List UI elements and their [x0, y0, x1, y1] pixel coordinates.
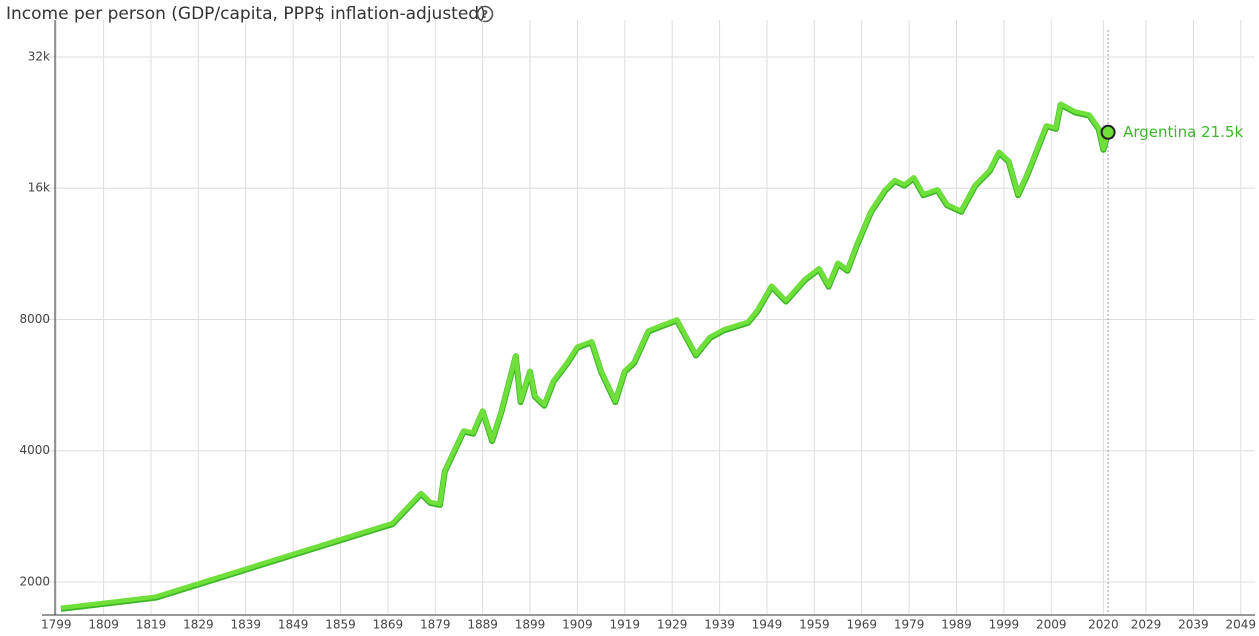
- line-label: Argentina 21.5k: [1123, 123, 1243, 141]
- x-tick-label: 2039: [1178, 618, 1209, 632]
- x-tick-label: 1879: [420, 618, 451, 632]
- x-tick-label: 1859: [325, 618, 356, 632]
- chart-title: Income per person (GDP/capita, PPP$ infl…: [6, 4, 486, 24]
- x-tick-label: 2009: [1036, 618, 1067, 632]
- x-tick-label: 1969: [846, 618, 877, 632]
- help-icon[interactable]: ?: [476, 5, 494, 23]
- data-line: [60, 101, 1111, 611]
- x-tick-label: 1939: [704, 618, 735, 632]
- x-tick-label: 2029: [1131, 618, 1162, 632]
- y-tick-label: 8000: [19, 312, 50, 326]
- x-tick-label: 1889: [467, 618, 498, 632]
- y-tick-label: 4000: [19, 443, 50, 457]
- y-tick-label: 32k: [28, 49, 50, 63]
- x-tick-label: 1959: [799, 618, 830, 632]
- x-tick-label: 1919: [610, 618, 641, 632]
- x-tick-label: 1909: [562, 618, 593, 632]
- x-tick-label: 1799: [41, 618, 72, 632]
- x-tick-label: 1929: [657, 618, 688, 632]
- x-tick-label: 2020: [1088, 618, 1119, 632]
- x-tick-label: 1989: [941, 618, 972, 632]
- x-tick-label: 2049: [1226, 618, 1257, 632]
- x-tick-label: 1849: [278, 618, 309, 632]
- x-tick-label: 1949: [752, 618, 783, 632]
- end-point: [1100, 124, 1116, 140]
- y-tick-label: 16k: [28, 181, 50, 195]
- x-tick-label: 1979: [894, 618, 925, 632]
- x-tick-label: 1809: [88, 618, 119, 632]
- x-tick-label: 1869: [373, 618, 404, 632]
- x-tick-label: 1829: [183, 618, 214, 632]
- x-tick-label: 1999: [989, 618, 1020, 632]
- x-tick-label: 1839: [230, 618, 261, 632]
- x-tick-label: 1899: [515, 618, 546, 632]
- y-tick-label: 2000: [19, 574, 50, 588]
- x-tick-label: 1819: [136, 618, 167, 632]
- svg-text:?: ?: [482, 8, 488, 21]
- line-shadow: [60, 101, 1111, 612]
